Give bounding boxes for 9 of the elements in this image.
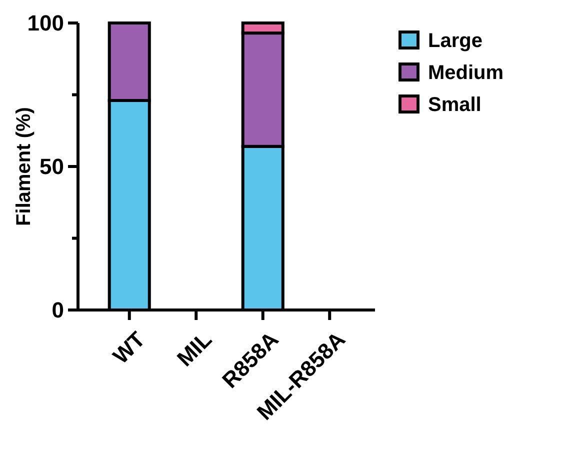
x-tick-label: WT <box>108 326 150 369</box>
y-tick-label: 50 <box>40 154 64 180</box>
x-tick-label: MIL <box>172 326 217 372</box>
legend-label: Medium <box>428 62 504 84</box>
y-tick-label: 100 <box>27 10 64 36</box>
y-axis-title: Filament (%) <box>13 107 35 226</box>
legend-label: Small <box>428 94 482 116</box>
legend-label: Large <box>428 30 482 52</box>
y-tick-label: 0 <box>52 298 64 323</box>
